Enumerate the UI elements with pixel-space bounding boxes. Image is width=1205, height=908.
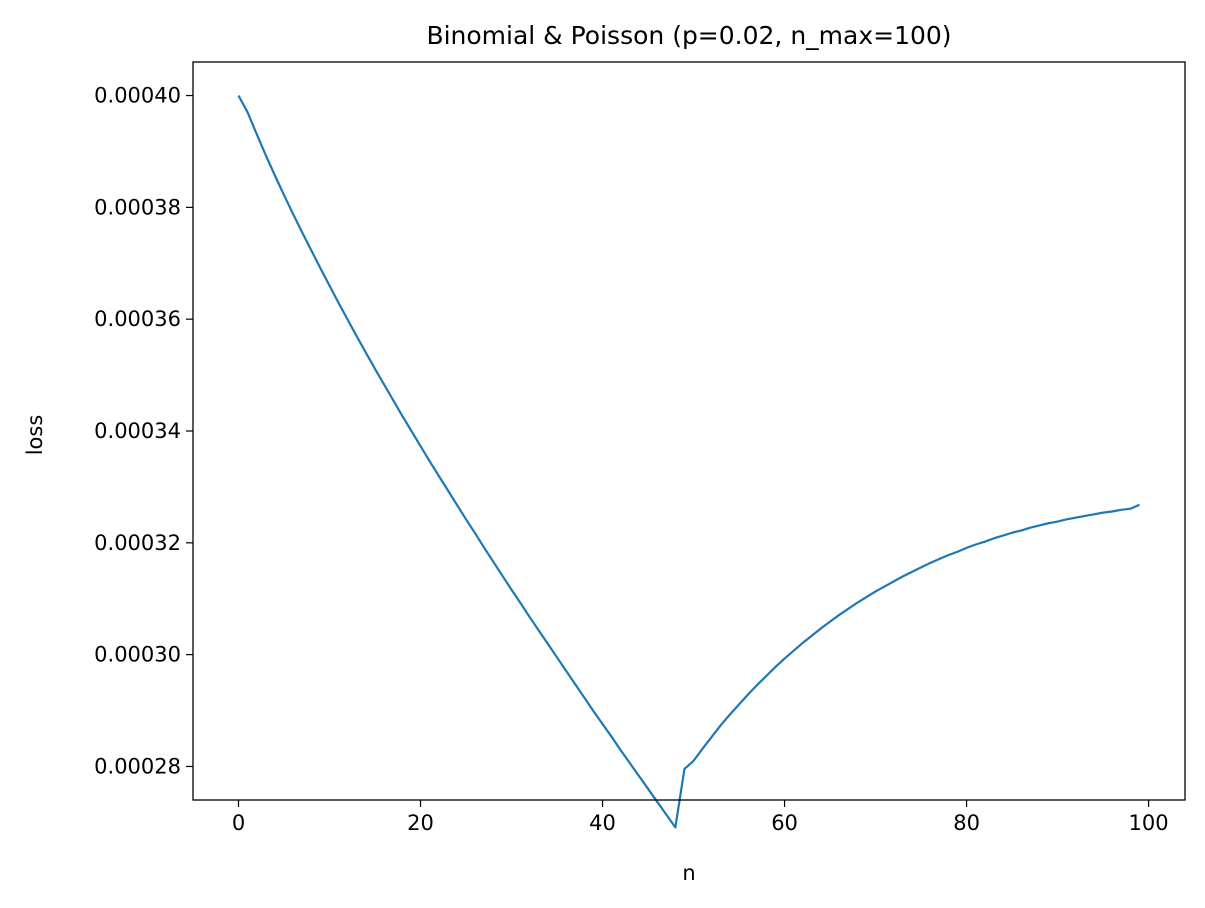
x-tick-label: 20 xyxy=(407,811,434,835)
y-axis-label: loss xyxy=(23,415,47,456)
series-line-0 xyxy=(237,95,1140,829)
chart-title: Binomial & Poisson (p=0.02, n_max=100) xyxy=(426,21,951,50)
y-tick-label: 0.00040 xyxy=(94,84,181,108)
y-tick-label: 0.00034 xyxy=(94,419,181,443)
x-tick-label: 80 xyxy=(953,811,980,835)
x-tick-label: 0 xyxy=(232,811,245,835)
x-tick-label: 40 xyxy=(589,811,616,835)
y-tick-label: 0.00036 xyxy=(94,307,181,331)
x-axis-label: n xyxy=(682,861,695,885)
y-tick-label: 0.00032 xyxy=(94,531,181,555)
plot-area: 0 20 40 60 80 100 0.00028 0.00030 0.00032 0.00034… xyxy=(94,61,1186,835)
y-tick-label: 0.00038 xyxy=(94,195,181,219)
axes-frame xyxy=(192,61,1186,801)
y-tick-label: 0.00028 xyxy=(94,754,181,778)
x-tick-label: 60 xyxy=(771,811,798,835)
x-tick-label: 100 xyxy=(1129,811,1169,835)
y-tick-label: 0.00030 xyxy=(94,643,181,667)
